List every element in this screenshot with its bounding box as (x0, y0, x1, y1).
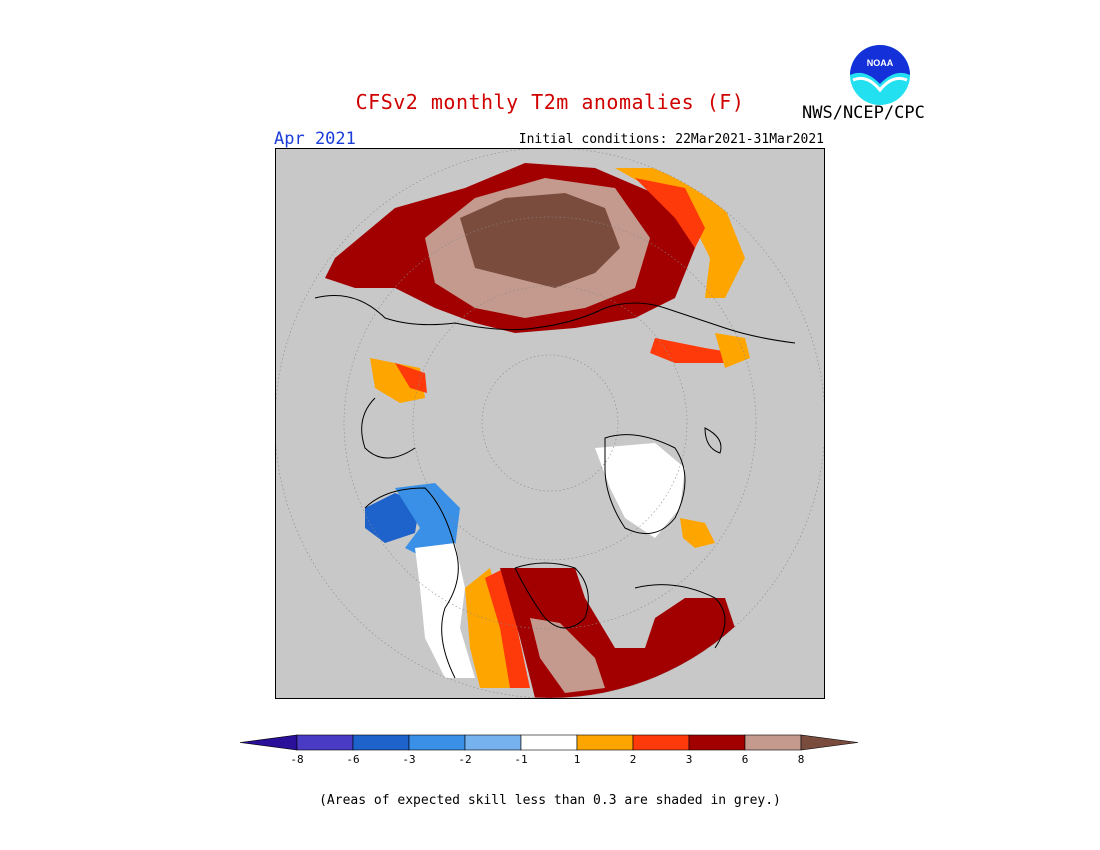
anomaly-region-west-canada-neutral (415, 543, 475, 678)
polar-anomaly-map (275, 148, 825, 699)
skill-footnote: (Areas of expected skill less than 0.3 a… (319, 793, 781, 808)
legend-swatch-high-end (800, 734, 859, 751)
anomaly-region-siberia-gt8 (460, 193, 620, 288)
legend-swatch (576, 734, 634, 751)
legend-swatch (744, 734, 802, 751)
legend-tick-label: -2 (458, 753, 471, 766)
legend-swatch (520, 734, 578, 751)
initial-conditions: Initial conditions: 22Mar2021-31Mar2021 (518, 132, 824, 147)
graticule (275, 148, 825, 699)
legend-swatch (464, 734, 522, 751)
legend-tick-label: 2 (630, 753, 637, 766)
anomaly-region-canada-1to2 (465, 568, 515, 688)
legend-tick-label: -8 (290, 753, 303, 766)
legend-swatch (296, 734, 354, 751)
anomaly-region-canada-2to3 (485, 568, 530, 688)
legend-tick-label: 8 (798, 753, 805, 766)
anomaly-region-greenland-orange (680, 518, 715, 548)
logo-text: NOAA (867, 58, 894, 68)
color-legend: -8 -6 -3 -2 -1 1 2 3 6 8 (240, 734, 859, 766)
anomaly-region-europe-orange (715, 333, 750, 368)
legend-swatch (408, 734, 466, 751)
legend-tick-label: 1 (574, 753, 581, 766)
anomaly-region-europe-red (650, 338, 735, 363)
coastlines (314, 295, 796, 679)
anomaly-region-alaska-minus3 (395, 483, 460, 558)
agency-label: NWS/NCEP/CPC (802, 103, 925, 123)
legend-tick-label: -1 (514, 753, 527, 766)
legend-tick-label: 6 (742, 753, 749, 766)
legend-swatch (688, 734, 746, 751)
noaa-logo: NOAA (850, 45, 910, 105)
anomaly-region-east-asia-2to3 (635, 178, 705, 248)
map-title: CFSv2 monthly T2m anomalies (F) (355, 90, 745, 114)
forecast-month: Apr 2021 (274, 129, 356, 149)
anomaly-region-greenland-neutral (595, 443, 685, 538)
legend-swatch-low-end (240, 734, 298, 751)
legend-tick-label: -6 (346, 753, 359, 766)
legend-tick-label: 3 (686, 753, 693, 766)
legend-swatch (352, 734, 410, 751)
anomaly-region-europe-nw-red (395, 363, 427, 393)
legend-swatch (632, 734, 690, 751)
legend-tick-label: -3 (402, 753, 415, 766)
anomaly-region-hudson-6to8 (530, 618, 605, 693)
